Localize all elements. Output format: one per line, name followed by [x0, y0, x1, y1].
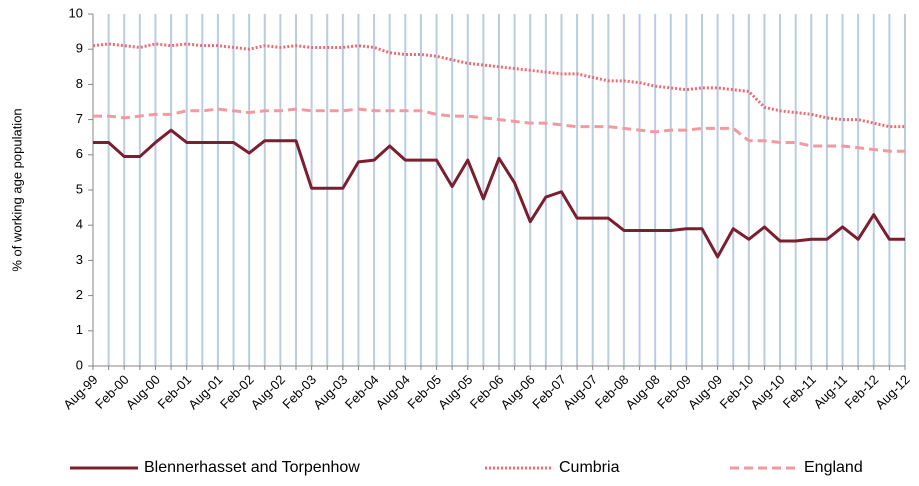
x-tick-label: Aug-00	[123, 372, 163, 412]
y-tick-label: 4	[76, 217, 83, 232]
legend-text: Cumbria	[559, 459, 620, 476]
x-tick-label: Aug-06	[498, 372, 538, 412]
x-tick-label: Aug-09	[685, 372, 725, 412]
y-tick-label: 7	[76, 111, 83, 126]
legend-text: England	[804, 459, 863, 476]
x-tick-label: Aug-01	[185, 372, 225, 412]
legend-text: Blennerhasset and Torpenhow	[144, 459, 360, 476]
y-tick-label: 10	[69, 5, 83, 20]
x-tick-label: Aug-11	[811, 372, 851, 412]
x-tick-label: Aug-02	[248, 372, 288, 412]
y-tick-label: 2	[76, 287, 83, 302]
x-tick-label: Aug-03	[310, 372, 350, 412]
y-tick-label: 5	[76, 181, 83, 196]
y-tick-label: 9	[76, 41, 83, 56]
y-tick-label: 6	[76, 146, 83, 161]
x-tick-label: Aug-99	[60, 372, 100, 412]
y-tick-label: 0	[76, 357, 83, 372]
x-tick-label: Feb-11	[780, 372, 819, 411]
x-tick-label: Aug-07	[560, 372, 600, 412]
x-tick-label: Aug-10	[747, 372, 787, 412]
y-tick-label: 8	[76, 76, 83, 91]
line-series	[92, 42, 905, 129]
y-tick-label: 1	[76, 322, 83, 337]
line-series	[93, 128, 905, 259]
x-tick-label: Aug-05	[435, 372, 475, 412]
x-tick-label: Aug-12	[872, 372, 912, 412]
y-axis-label: % of working age population	[9, 108, 24, 271]
line-series	[93, 107, 905, 153]
x-tick-label: Aug-04	[373, 372, 413, 412]
y-tick-label: 3	[76, 252, 83, 267]
x-tick-label: Aug-08	[622, 372, 662, 412]
